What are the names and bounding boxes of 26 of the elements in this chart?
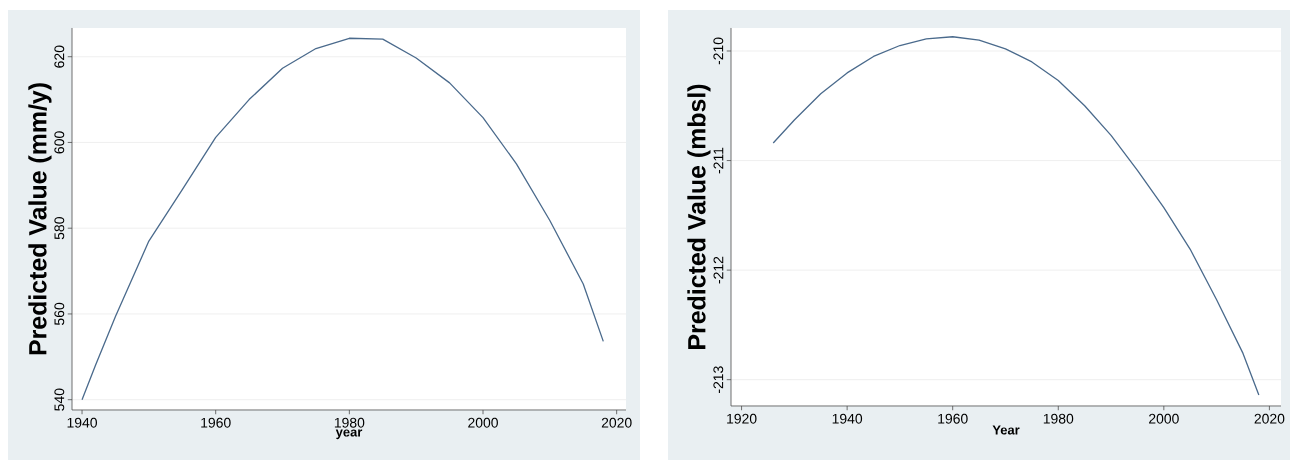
- y-tick-label: 560: [54, 302, 65, 326]
- y-tick-label: -213: [713, 366, 724, 394]
- line-series: [81, 37, 604, 401]
- y-axis-title: Predicted Value (mbsl): [687, 84, 711, 349]
- line-series: [772, 36, 1260, 396]
- x-tick-label: 1960: [938, 413, 968, 424]
- y-tick-label: 600: [54, 131, 65, 154]
- y-tick-label: -212: [713, 256, 724, 284]
- x-tick-label: 1920: [727, 413, 757, 424]
- x-tick-label: 1980: [334, 417, 365, 428]
- y-tick-label: -210: [713, 37, 724, 65]
- y-tick-label: 620: [54, 45, 65, 68]
- x-axis-title: year: [335, 429, 363, 440]
- x-tick-label: 2020: [1254, 413, 1285, 424]
- x-tick-label: 1980: [1043, 413, 1074, 424]
- x-tick-label: 1940: [832, 413, 863, 424]
- y-tick-label: 580: [54, 217, 65, 240]
- x-tick-label: 2000: [1149, 413, 1179, 424]
- x-tick-label: 2000: [468, 417, 498, 428]
- x-tick-label: 1940: [67, 417, 98, 428]
- y-tick-label: -211: [713, 147, 724, 174]
- x-axis-title: Year: [992, 425, 1020, 435]
- y-tick-label: 540: [54, 388, 65, 411]
- x-tick-label: 1960: [201, 417, 231, 428]
- x-tick-label: 2020: [601, 417, 632, 428]
- y-axis-title: Predicted Value (mm/y): [28, 83, 52, 355]
